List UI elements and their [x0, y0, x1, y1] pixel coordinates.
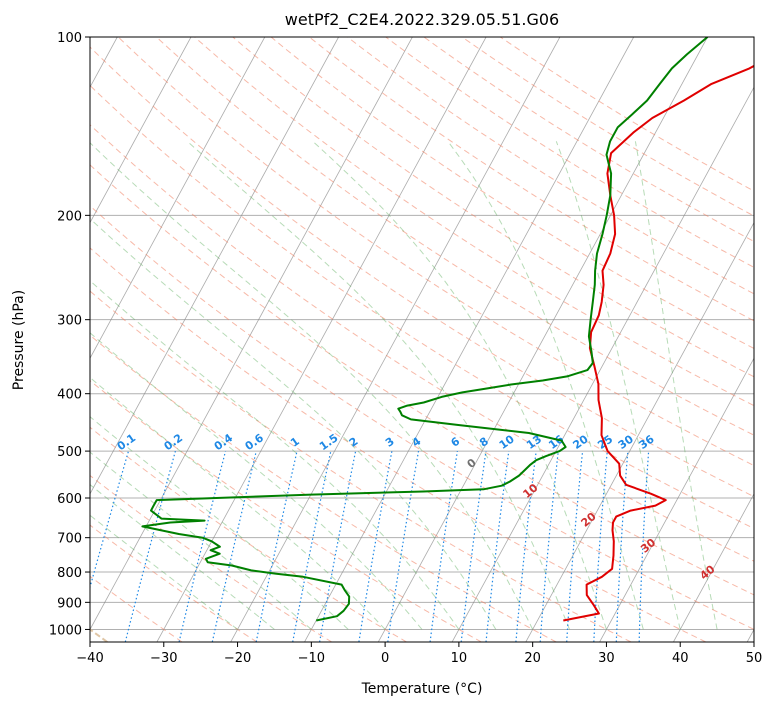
x-tick-label: −20	[224, 651, 251, 666]
moist-adiabat	[90, 483, 275, 630]
dry-adiabats	[90, 37, 754, 642]
moist-adiabat	[90, 332, 423, 630]
moist-adiabat	[90, 280, 460, 630]
dry-adiabat	[156, 37, 754, 436]
y-tick-label: 700	[57, 532, 82, 547]
dry-adiabat	[194, 37, 754, 407]
x-tick-label: 30	[598, 651, 615, 666]
moist-adiabat	[447, 141, 644, 630]
y-tick-label: 100	[57, 31, 82, 46]
isotherm	[90, 37, 266, 360]
y-tick-label: 1000	[49, 623, 82, 638]
moist-adiabat	[90, 142, 534, 630]
y-tick-label: 400	[57, 388, 82, 403]
dry-adiabat	[90, 84, 754, 530]
isotherm	[599, 357, 754, 642]
sounding-series	[141, 37, 754, 622]
isotherm	[451, 86, 754, 642]
x-axis-ticks: −40 −30 −20 −10 0 10 20 30 40 50	[76, 642, 762, 666]
moist-adiabat	[555, 141, 681, 630]
moist-adiabat	[90, 416, 349, 630]
mixing-ratio-line	[292, 450, 332, 642]
mixing-ratio-line	[485, 451, 510, 642]
y-tick-label: 900	[57, 596, 82, 611]
y-tick-label: 500	[57, 445, 82, 460]
y-tick-label: 800	[57, 566, 82, 581]
mixing-ratio-line	[178, 450, 227, 642]
x-tick-label: −40	[76, 651, 103, 666]
x-tick-label: 40	[672, 651, 689, 666]
x-axis-title: Temperature (°C)	[361, 681, 483, 697]
moist-adiabat	[90, 451, 312, 630]
dry-adiabat	[90, 205, 754, 630]
isotherm	[90, 37, 339, 495]
temperature-line	[563, 64, 754, 622]
mixing-ratio-line	[460, 451, 487, 642]
x-tick-label: 10	[451, 651, 468, 666]
dry-adiabat	[90, 334, 557, 642]
x-tick-label: 20	[524, 651, 541, 666]
moist-adiabat	[312, 140, 607, 630]
mixing-ratio-lines: 0.1 0.2 0.4 0.6 1 1.5 2 3 4 6 8 10 13 16 20 25 30 36	[90, 431, 657, 642]
x-tick-label: 50	[746, 651, 763, 666]
dry-adiabat	[500, 37, 754, 192]
mixing-ratio-line	[90, 450, 130, 590]
isotherm	[377, 37, 708, 642]
mixing-ratio-line	[387, 451, 420, 642]
mixing-ratio-line	[124, 450, 176, 642]
mixing-ratio-line	[319, 450, 357, 642]
mixing-ratio-line	[429, 451, 458, 642]
moist-adiabats	[90, 140, 718, 630]
dry-adiabat	[90, 290, 632, 642]
dry-adiabat	[117, 37, 754, 467]
x-tick-label: −10	[298, 651, 325, 666]
moist-adiabat	[186, 140, 571, 630]
mixing-ratio-line	[211, 450, 257, 642]
isotherm	[673, 493, 754, 642]
isotherm	[90, 37, 413, 631]
y-tick-label: 300	[57, 314, 82, 329]
moist-adiabat	[90, 514, 238, 630]
isotherm	[525, 221, 754, 642]
dry-adiabat	[423, 37, 754, 243]
y-axis-title: Pressure (hPa)	[11, 290, 27, 390]
y-axis-ticks: 100 200 300 400 500 600 700 800 900 1000	[49, 31, 90, 638]
moist-adiabat	[90, 376, 386, 630]
x-tick-label: 0	[381, 651, 389, 666]
isotherm-grid	[90, 37, 754, 642]
dewpoint-line	[141, 37, 709, 622]
dry-adiabat	[90, 164, 754, 596]
isotherm	[230, 37, 561, 642]
chart-title: wetPf2_C2E4.2022.329.05.51.G06	[285, 10, 559, 30]
dry-adiabat	[90, 124, 754, 562]
mixing-ratio-line	[358, 450, 393, 642]
isotherm	[90, 37, 192, 224]
isobar-grid	[90, 37, 754, 630]
x-tick-label: −30	[150, 651, 177, 666]
dry-adiabat	[90, 474, 333, 642]
dry-adiabat	[461, 37, 754, 217]
y-tick-label: 600	[57, 492, 82, 507]
moist-adiabat	[634, 141, 718, 630]
dry-adiabat	[90, 426, 407, 642]
y-tick-label: 200	[57, 209, 82, 224]
plot-frame	[89, 36, 755, 643]
dry-adiabat	[90, 46, 754, 498]
dry-adiabat	[232, 37, 754, 378]
mixing-ratio-line	[255, 450, 298, 642]
